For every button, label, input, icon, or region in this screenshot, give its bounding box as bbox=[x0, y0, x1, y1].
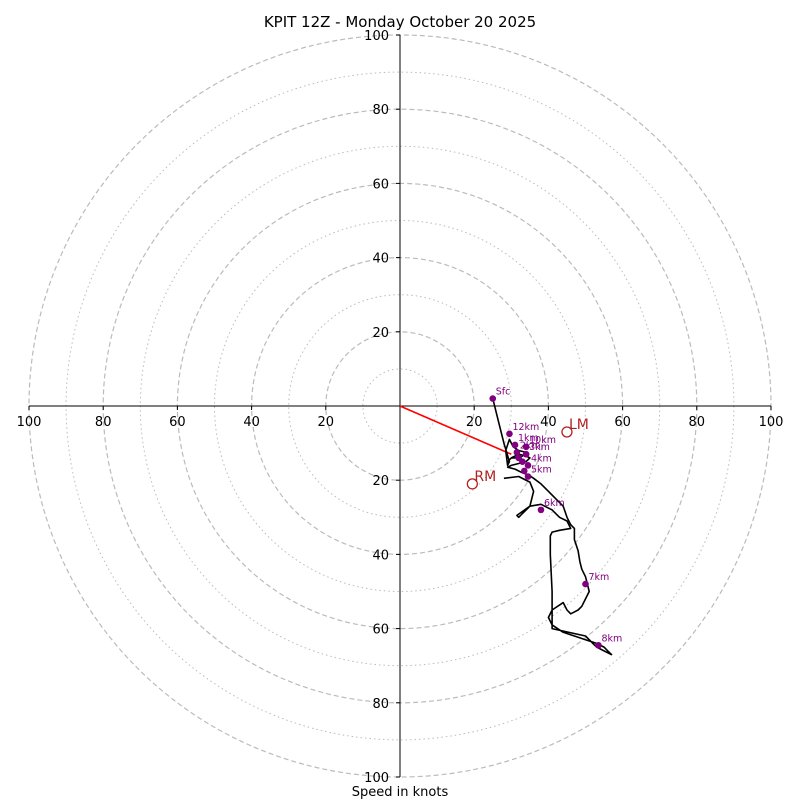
height-point-6km bbox=[537, 506, 545, 514]
height-point-12km bbox=[506, 430, 513, 438]
y-tick-label: 100 bbox=[364, 771, 389, 786]
height-point bbox=[520, 467, 528, 475]
height-point-2km bbox=[513, 449, 521, 456]
height-point bbox=[515, 454, 523, 462]
y-tick-label: 40 bbox=[372, 252, 389, 267]
height-point-sfc bbox=[489, 395, 497, 402]
x-tick-label: 40 bbox=[540, 415, 557, 430]
x-tick-label: 60 bbox=[169, 415, 186, 430]
height-label-sfc: Sfc bbox=[496, 387, 511, 398]
height-point-7km bbox=[582, 580, 589, 588]
height-label-7km: 7km bbox=[589, 572, 610, 583]
height-label-3km: 3km bbox=[529, 442, 550, 453]
bunkers-vector bbox=[399, 405, 512, 455]
hodograph-line bbox=[492, 398, 613, 656]
storm-label-rm: RM bbox=[474, 469, 496, 485]
y-tick-label: 80 bbox=[372, 103, 389, 118]
height-label-2km: 2km bbox=[520, 440, 541, 451]
y-tick-label: 60 bbox=[372, 177, 389, 192]
x-tick-label: 80 bbox=[689, 415, 706, 430]
x-tick-label: 40 bbox=[243, 415, 260, 430]
storm-marker-lm bbox=[561, 426, 573, 438]
height-point-5km bbox=[524, 473, 532, 480]
x-tick-label: 20 bbox=[466, 415, 483, 430]
height-label-5km: 5km bbox=[531, 464, 552, 475]
y-tick-label: 60 bbox=[372, 623, 389, 638]
height-point-1km bbox=[511, 441, 519, 449]
height-point-4km bbox=[524, 462, 532, 469]
height-point-8km bbox=[595, 641, 602, 649]
y-tick-label: 100 bbox=[364, 29, 389, 44]
height-label-12km: 12km bbox=[512, 422, 539, 433]
height-point-10km bbox=[522, 443, 530, 451]
x-tick-label: 20 bbox=[318, 415, 335, 430]
storm-label-lm: LM bbox=[569, 417, 589, 433]
hodograph-trace bbox=[492, 398, 613, 656]
x-tick-label: 100 bbox=[759, 415, 784, 430]
storm-marker-rm bbox=[466, 478, 478, 490]
height-label-8km: 8km bbox=[601, 633, 622, 644]
y-tick-label: 40 bbox=[372, 548, 389, 563]
x-tick-label: 60 bbox=[614, 415, 631, 430]
chart-title: KPIT 12Z - Monday October 20 2025 bbox=[264, 13, 536, 31]
y-tick-label: 20 bbox=[372, 474, 389, 489]
tick-labels: 100 80 60 40 20 20 40 60 80 100 100 80 60 40 20 20 40 60 8… bbox=[17, 29, 784, 786]
y-tick-label: 20 bbox=[372, 326, 389, 341]
height-label-10km: 10km bbox=[529, 435, 556, 446]
x-axis-title: Speed in knots bbox=[352, 785, 449, 800]
height-label-6km: 6km bbox=[544, 498, 565, 509]
height-point-3km bbox=[522, 450, 530, 458]
mean-wind-vector bbox=[399, 405, 512, 455]
x-tick-label: 100 bbox=[17, 415, 42, 430]
storm-motion-markers: RM LM bbox=[466, 417, 589, 490]
height-label-1km: 1km bbox=[518, 433, 539, 444]
x-tick-label: 80 bbox=[95, 415, 112, 430]
height-label-4km: 4km bbox=[531, 453, 552, 464]
y-tick-label: 80 bbox=[372, 697, 389, 712]
